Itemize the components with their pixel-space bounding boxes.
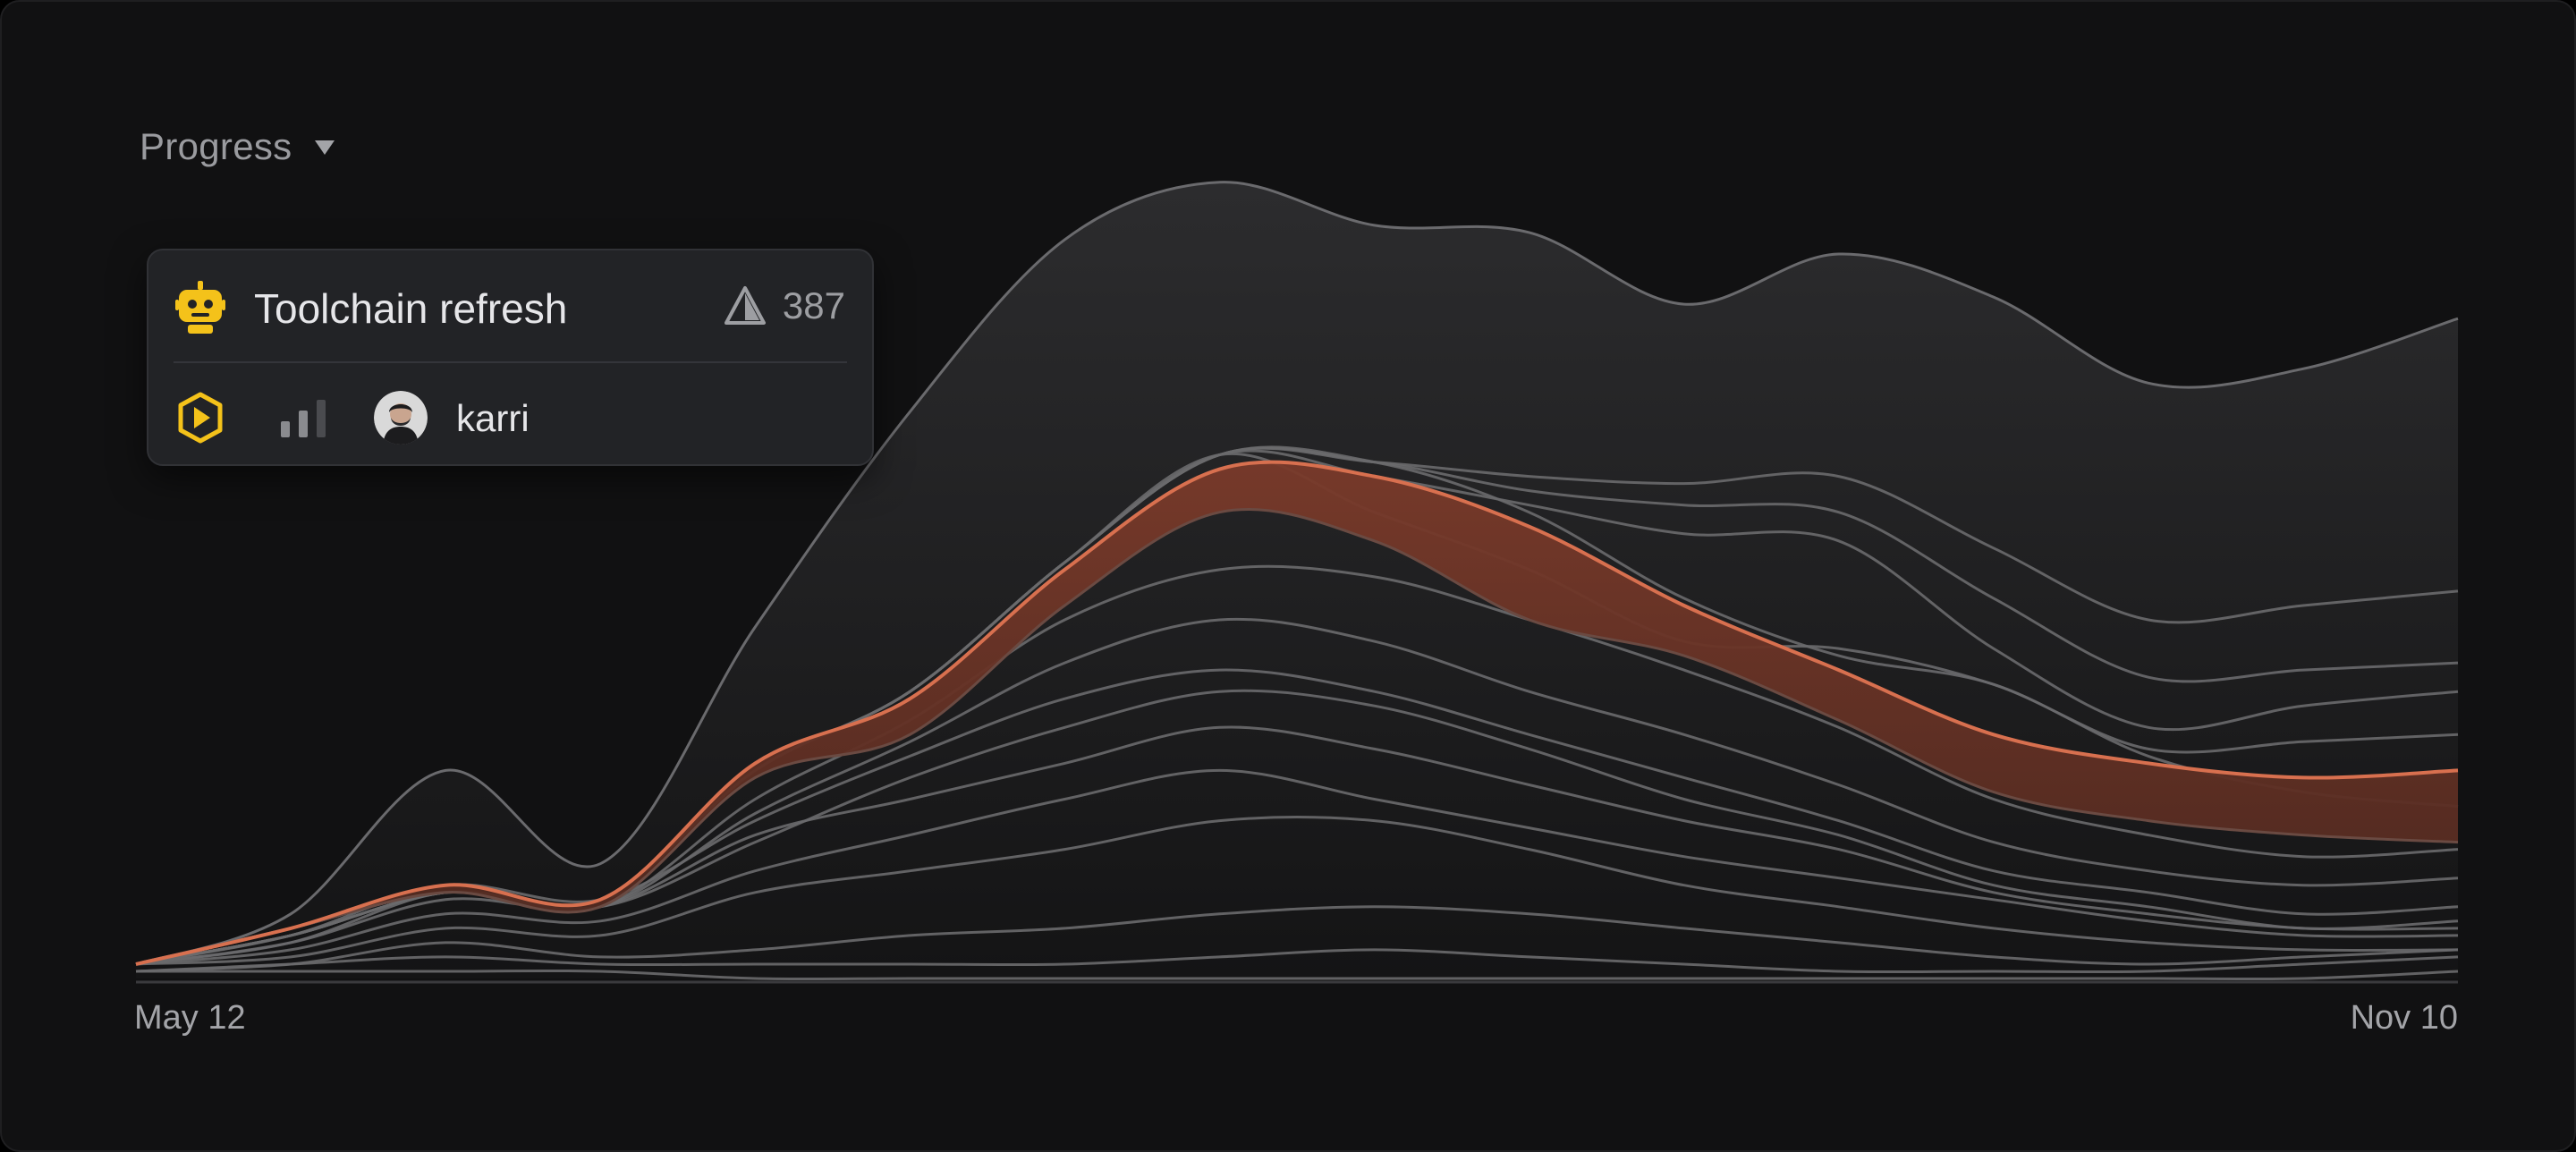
priority-bars-icon[interactable] (277, 398, 331, 439)
robot-icon (175, 281, 225, 334)
warning-triangle-icon (724, 286, 766, 325)
project-tooltip[interactable]: Toolchain refresh 387 ka (147, 249, 874, 466)
in-progress-hexagon-icon[interactable] (175, 391, 225, 445)
issue-count: 387 (724, 284, 845, 327)
series-line-6 (135, 768, 2459, 966)
series-line-8 (135, 905, 2459, 973)
tooltip-divider (174, 361, 847, 363)
x-axis-end-label: Nov 10 (2350, 999, 2458, 1037)
project-name: Toolchain refresh (254, 285, 568, 332)
metric-dropdown-label: Progress (140, 125, 292, 167)
issue-count-value: 387 (782, 284, 845, 326)
assignee-name: karri (456, 397, 530, 439)
highlighted-band-upper-line (135, 460, 2459, 966)
series-line-7 (135, 816, 2459, 966)
series-line-2 (135, 668, 2459, 966)
envelope-line (135, 181, 2459, 966)
x-axis-start-label: May 12 (134, 999, 246, 1037)
series-line-9 (135, 948, 2459, 974)
series-line-10 (135, 969, 2459, 981)
caret-down-icon (315, 140, 335, 155)
metric-dropdown[interactable]: Progress (140, 125, 335, 168)
avatar[interactable] (374, 391, 428, 445)
envelope-area (136, 182, 2458, 978)
tooltip-header: Toolchain refresh 387 (148, 250, 872, 363)
highlighted-band-lower-line (135, 508, 2459, 966)
